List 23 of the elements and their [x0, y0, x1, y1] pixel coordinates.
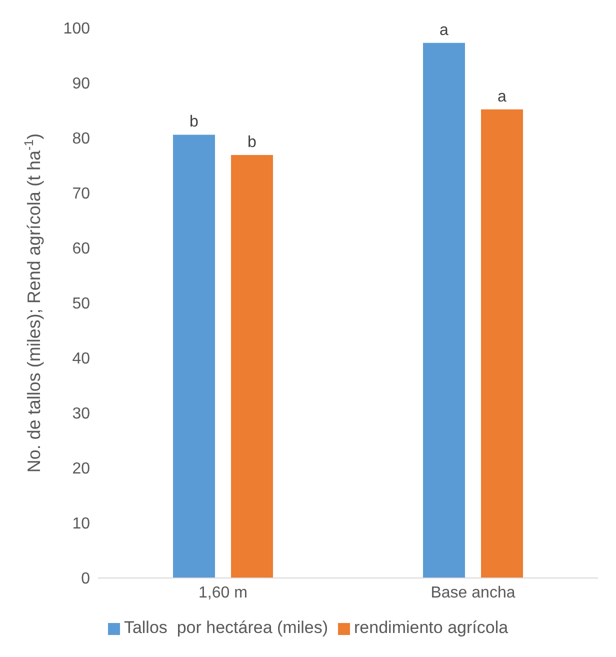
y-tick-label: 100	[63, 20, 90, 38]
bar	[481, 109, 523, 578]
y-tick-label: 20	[72, 460, 90, 478]
y-tick-label: 60	[72, 240, 90, 258]
legend-label: rendimiento agrícola	[354, 618, 508, 637]
y-tick-label: 50	[72, 296, 90, 313]
bar	[173, 134, 215, 578]
x-tick-label: Base ancha	[430, 584, 516, 602]
y-tick-label: 30	[72, 406, 90, 423]
bar	[423, 42, 465, 578]
data-label: a	[440, 22, 449, 39]
y-tick-label: 40	[72, 350, 90, 368]
data-label: b	[190, 114, 199, 131]
y-tick-label: 0	[81, 570, 90, 588]
legend-label: Tallos por hectárea (miles)	[124, 618, 328, 637]
data-label: a	[498, 88, 507, 106]
y-tick-label: 80	[72, 130, 90, 148]
y-tick-label: 90	[72, 76, 90, 93]
y-tick-label: 10	[72, 516, 90, 533]
data-label: b	[248, 134, 257, 152]
x-tick-label: 1,60 m	[198, 584, 248, 602]
y-tick-label: 70	[72, 186, 90, 203]
bar	[231, 155, 273, 578]
